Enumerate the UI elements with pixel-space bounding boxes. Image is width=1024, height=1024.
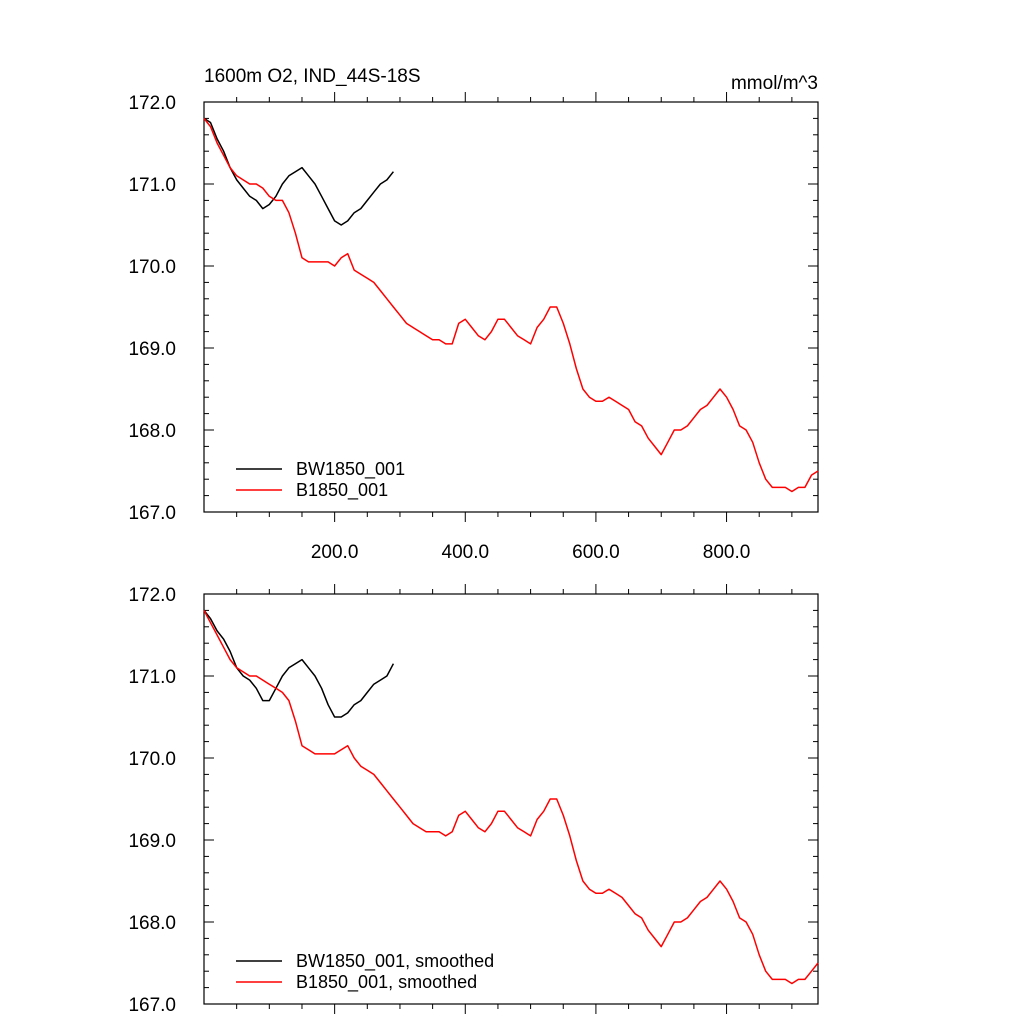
y-tick-label: 171.0 — [128, 667, 176, 688]
x-tick-label: 600.0 — [572, 542, 620, 563]
y-tick-label: 172.0 — [128, 93, 176, 114]
y-tick-label: 168.0 — [128, 913, 176, 934]
legend-label: BW1850_001, smoothed — [296, 951, 494, 972]
x-tick-label: 400.0 — [442, 542, 490, 563]
series-line-black — [203, 117, 394, 226]
top-panel: 167.0 168.0 169.0 170.0 171.0 172.0 200.0 400.0… — [128, 92, 819, 563]
y-tick-label: 171.0 — [128, 175, 176, 196]
bottom-panel: 167.0 168.0 169.0 170.0 171.0 172.0 BW1850_001… — [128, 584, 819, 1016]
y-tick-label: 170.0 — [128, 749, 176, 770]
legend-label: BW1850_001 — [296, 459, 405, 480]
legend-label: B1850_001 — [296, 480, 388, 501]
chart-title-left: 1600m O2, IND_44S-18S — [204, 66, 421, 87]
series-line-red — [203, 117, 819, 493]
y-tick-label: 167.0 — [128, 995, 176, 1016]
y-tick-label: 169.0 — [128, 831, 176, 852]
series-line-black — [203, 609, 395, 718]
chart-title-units: mmol/m^3 — [731, 73, 818, 94]
legend-label: B1850_001, smoothed — [296, 972, 477, 993]
y-tick-label: 170.0 — [128, 257, 176, 278]
plot-frame — [203, 101, 819, 513]
series-line-red — [203, 610, 819, 985]
y-tick-label: 167.0 — [128, 503, 176, 524]
y-tick-label: 169.0 — [128, 339, 176, 360]
plot-frame — [203, 593, 819, 1005]
x-tick-label: 200.0 — [311, 542, 359, 563]
x-tick-label: 800.0 — [703, 542, 751, 563]
y-tick-label: 168.0 — [128, 421, 176, 442]
y-tick-label: 172.0 — [128, 585, 176, 606]
